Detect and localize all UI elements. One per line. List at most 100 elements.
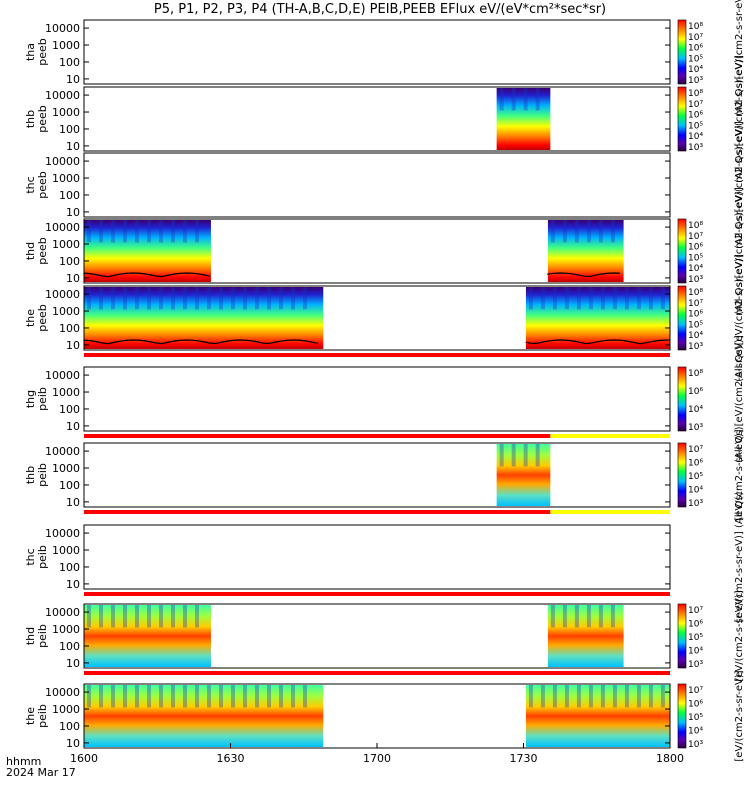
panel: 10 100 1000 10000 thb peib 10⁷ 10⁶ 10⁵ 10⁴ 10³ [eV/… (24, 429, 745, 520)
data-block (525, 287, 670, 349)
y-tick-label: 10 (66, 272, 80, 285)
colorbar-tick: 10³ (688, 76, 703, 86)
y-axis-label: tha (24, 43, 37, 61)
y-tick-label: 1000 (52, 305, 80, 318)
y-tick-label: 10000 (45, 686, 80, 699)
data-block (84, 287, 324, 349)
y-tick-label: 100 (59, 720, 80, 733)
quality-bar (84, 510, 551, 514)
panel-frame (83, 603, 671, 669)
x-tick-label: 1700 (363, 752, 391, 765)
texture-stripe (279, 685, 283, 708)
texture-stripe (99, 287, 103, 310)
texture-stripe (123, 685, 127, 708)
texture-stripe (552, 685, 557, 708)
texture-stripe (574, 220, 579, 243)
y-tick-label: 10000 (45, 288, 80, 301)
y-tick-label: 100 (59, 640, 80, 653)
colorbar-tick: 10⁶ (688, 387, 703, 397)
texture-stripe (243, 287, 247, 310)
texture-stripe (598, 220, 603, 243)
y-axis-label: thb (24, 110, 37, 128)
colorbar-tick: 10⁷ (688, 686, 703, 696)
colorbar-tick: 10⁷ (688, 232, 703, 242)
y-tick-label: 10 (66, 496, 80, 509)
texture-stripe (564, 287, 569, 310)
colorbar-label: (All Qs)[eV/(cm2-s-sr-eV)] (734, 187, 745, 315)
texture-stripe (600, 287, 605, 310)
colorbar-label: [eV/(cm2-s-sr-eV)] (734, 670, 745, 761)
data-block (496, 444, 551, 506)
panel-frame (83, 218, 671, 284)
y-tick-label: 100 (59, 403, 80, 416)
texture-stripe (511, 444, 516, 467)
y-tick-label: 100 (59, 56, 80, 69)
texture-stripe (147, 605, 151, 628)
texture-stripe (540, 287, 545, 310)
y-tick-label: 10 (66, 420, 80, 433)
texture-stripe (135, 685, 139, 708)
y-tick-label: 10000 (45, 89, 80, 102)
texture-stripe (291, 685, 295, 708)
colorbar-tick: 10⁴ (688, 647, 703, 657)
texture-stripe (552, 287, 557, 310)
y-tick-label: 100 (59, 123, 80, 136)
texture-stripe (99, 220, 103, 243)
texture-stripe (636, 685, 641, 708)
data-block (547, 605, 624, 667)
data-block (84, 685, 324, 747)
texture-stripe (612, 287, 617, 310)
y-axis-label: thd (24, 242, 37, 260)
texture-stripe (598, 605, 603, 628)
texture-stripe (612, 685, 617, 708)
texture-stripe (255, 287, 259, 310)
texture-stripe (111, 287, 115, 310)
texture-stripe (171, 605, 175, 628)
texture-stripe (610, 605, 615, 628)
texture-stripe (231, 287, 235, 310)
texture-stripe (207, 287, 211, 310)
colorbar-tick: 10⁵ (688, 121, 703, 131)
texture-stripe (610, 220, 615, 243)
y-tick-label: 10000 (45, 221, 80, 234)
colorbar-tick: 10³ (688, 660, 703, 670)
texture-stripe (588, 685, 593, 708)
data-block (525, 685, 670, 747)
colorbar-tick: 10⁴ (688, 65, 703, 75)
colorbar-tick: 10⁵ (688, 713, 703, 723)
colorbar-tick: 10⁶ (688, 459, 703, 469)
colorbar (677, 86, 687, 152)
x-tick-label: 1630 (217, 752, 245, 765)
colorbar-label: (All Qs)[eV/(cm2-s-sr-eV)] (734, 0, 745, 116)
y-axis-label: peib (36, 545, 49, 569)
x-footer-label: hhmm (6, 755, 41, 768)
y-axis-label: peib (36, 704, 49, 728)
x-axis: 1600 1630 1700 1730 1800 (70, 743, 684, 765)
texture-stripe (562, 220, 567, 243)
quality-bar (84, 353, 670, 357)
y-tick-label: 1000 (52, 462, 80, 475)
potential-line (547, 272, 620, 278)
texture-stripe (550, 220, 555, 243)
panel: 10 100 1000 10000 thg peib 10⁸ 10⁶ 10⁴ 10³ (All Qs… (24, 335, 745, 463)
y-tick-label: 100 (59, 189, 80, 202)
x-tick-label: 1600 (70, 752, 98, 765)
colorbar-tick: 10⁴ (688, 264, 703, 274)
panel-frame (83, 152, 671, 218)
texture-stripe (660, 685, 665, 708)
figure-title: P5, P1, P2, P3, P4 (TH-A,B,C,D,E) PEIB,P… (154, 2, 606, 17)
texture-stripe (636, 287, 641, 310)
panel-frame (83, 86, 671, 152)
texture-stripe (111, 685, 115, 708)
y-axis-label: peeb (36, 105, 49, 133)
texture-stripe (219, 287, 223, 310)
y-tick-label: 100 (59, 322, 80, 335)
y-tick-label: 1000 (52, 39, 80, 52)
colorbar (677, 19, 687, 85)
y-tick-label: 1000 (52, 623, 80, 636)
colorbar-tick: 10⁸ (688, 288, 703, 298)
texture-stripe (171, 220, 175, 243)
